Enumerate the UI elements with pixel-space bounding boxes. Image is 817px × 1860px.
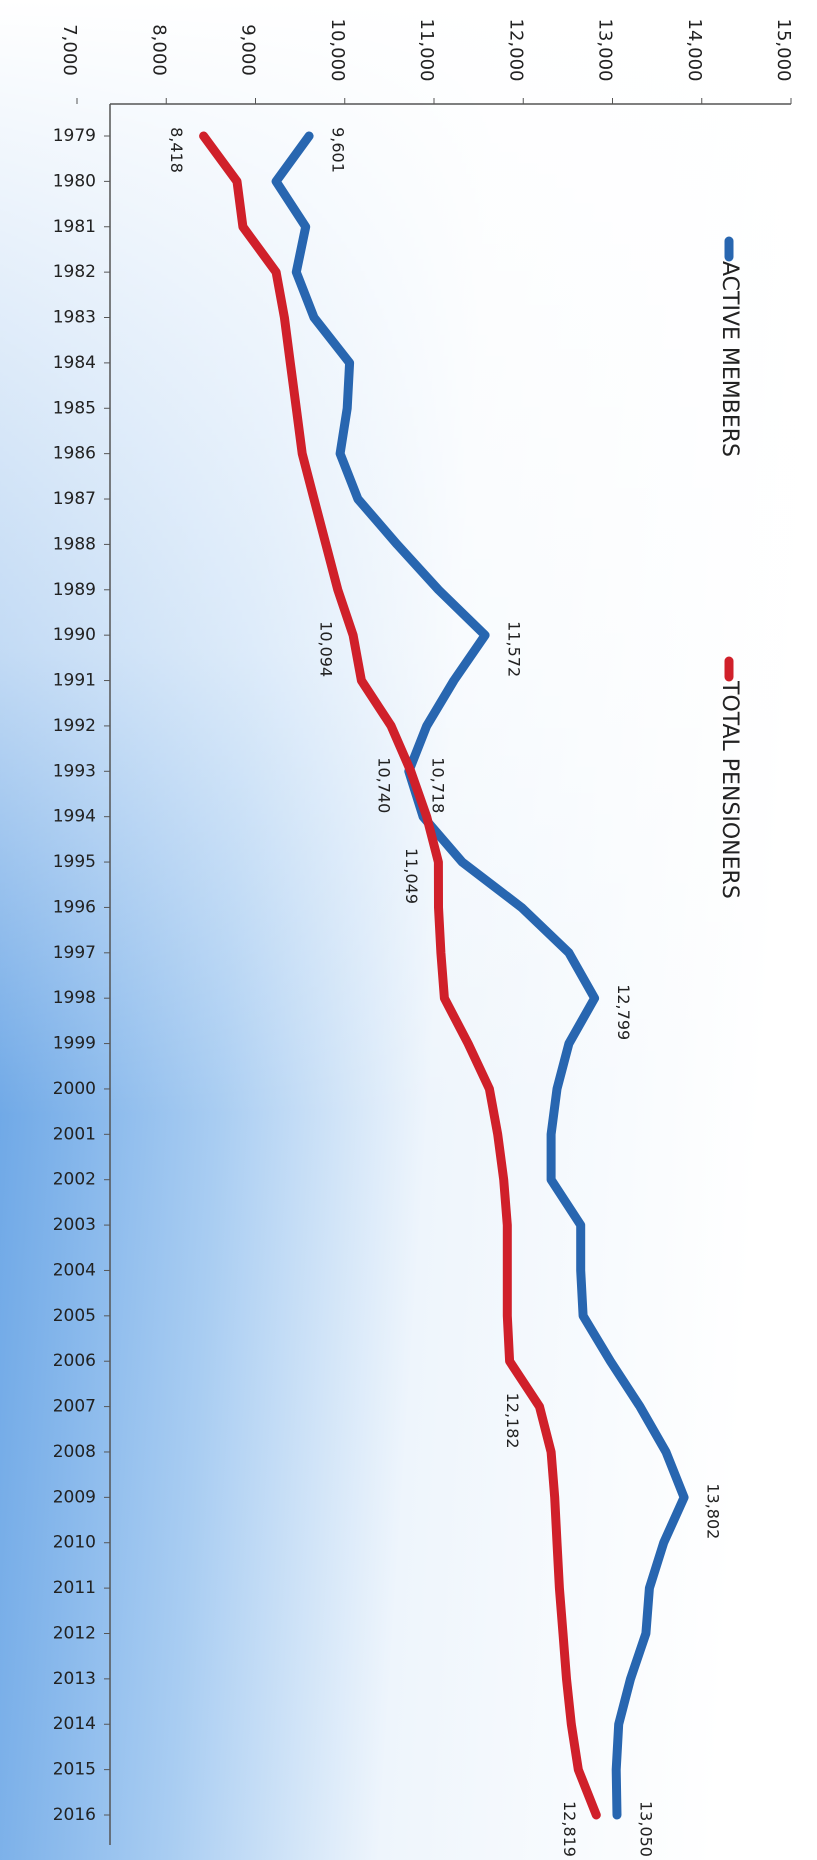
year-label: 2006: [53, 1351, 96, 1371]
year-label: 1980: [53, 171, 96, 191]
year-label: 1982: [53, 262, 96, 282]
year-label: 2008: [53, 1442, 96, 1462]
year-label: 2005: [53, 1306, 96, 1326]
data-label: 10,094: [317, 621, 336, 677]
legend-label: ACTIVE MEMBERS: [717, 261, 742, 457]
value-tick-label: 14,000: [684, 19, 705, 82]
year-label: 1987: [53, 489, 96, 509]
year-label: 2011: [53, 1578, 96, 1598]
data-label: 13,050: [636, 1801, 655, 1857]
year-label: 1989: [53, 580, 96, 600]
year-label: 1993: [53, 761, 96, 781]
data-label: 11,572: [505, 621, 524, 677]
data-label: 9,601: [329, 127, 348, 173]
value-tick-label: 9,000: [238, 24, 259, 76]
year-label: 1990: [53, 625, 96, 645]
year-label: 2015: [53, 1760, 96, 1780]
value-tick-label: 7,000: [59, 24, 80, 76]
year-label: 2014: [53, 1714, 96, 1734]
data-label: 12,819: [560, 1801, 579, 1857]
year-label: 1983: [53, 308, 96, 328]
year-label: 1985: [53, 398, 96, 418]
value-tick-label: 10,000: [327, 19, 348, 82]
year-label: 2009: [53, 1487, 96, 1507]
year-label: 1996: [53, 897, 96, 917]
data-label: 10,740: [374, 757, 393, 813]
year-label: 2016: [53, 1805, 96, 1825]
data-label: 12,799: [614, 984, 633, 1040]
year-label: 2003: [53, 1215, 96, 1235]
value-tick-label: 13,000: [595, 19, 616, 82]
value-tick-label: 15,000: [773, 19, 794, 82]
value-tick-label: 8,000: [148, 24, 169, 76]
year-label: 1998: [53, 988, 96, 1008]
year-label: 2013: [53, 1669, 96, 1689]
year-label: 1994: [53, 807, 96, 827]
year-label: 1992: [53, 716, 96, 736]
year-label: 2010: [53, 1533, 96, 1553]
series-line: [271, 131, 689, 1820]
data-label: 12,182: [503, 1393, 522, 1449]
year-label: 1997: [53, 943, 96, 963]
year-label: 2004: [53, 1260, 96, 1280]
data-label: 13,802: [704, 1483, 723, 1539]
year-label: 1988: [53, 534, 96, 554]
year-label: 1981: [53, 217, 96, 237]
year-label: 1986: [53, 444, 96, 464]
series-line: [199, 131, 601, 1820]
data-label: 10,718: [428, 757, 447, 813]
year-label: 1984: [53, 353, 96, 373]
year-label: 1991: [53, 671, 96, 691]
year-label: 1995: [53, 852, 96, 872]
year-label: 2012: [53, 1623, 96, 1643]
year-label: 2002: [53, 1170, 96, 1190]
value-tick-label: 12,000: [505, 19, 526, 82]
year-label: 2000: [53, 1079, 96, 1099]
year-label: 1979: [53, 126, 96, 146]
data-label: 8,418: [167, 127, 186, 173]
value-tick-label: 11,000: [416, 19, 437, 82]
legend-label: TOTAL PENSIONERS: [717, 680, 742, 899]
year-label: 1999: [53, 1034, 96, 1054]
year-label: 2007: [53, 1397, 96, 1417]
year-label: 2001: [53, 1124, 96, 1144]
data-label: 11,049: [402, 848, 421, 904]
